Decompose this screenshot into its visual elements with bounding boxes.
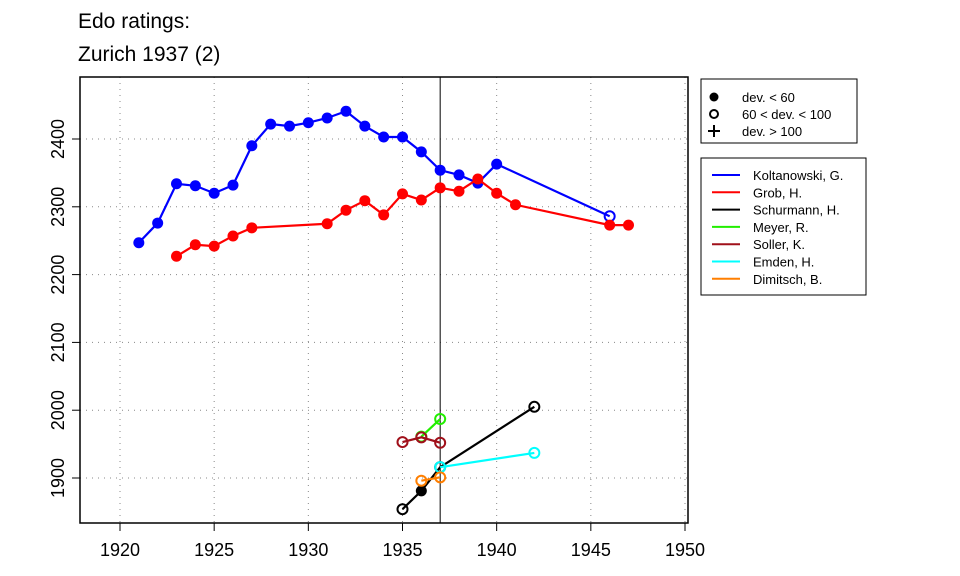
data-point: [208, 187, 220, 199]
data-point: [378, 209, 390, 221]
data-point: [227, 179, 239, 191]
data-point: [415, 485, 427, 497]
y-tick-label: 2400: [48, 119, 68, 159]
data-point: [396, 436, 409, 449]
legend-label: Koltanowski, G.: [753, 168, 843, 183]
data-point: [415, 194, 427, 206]
series-layer: [133, 105, 634, 516]
data-point: [397, 131, 408, 143]
data-point: [321, 218, 333, 230]
series-dimitsch-b-: [415, 471, 447, 487]
data-point: [434, 413, 447, 426]
data-point: [359, 120, 371, 132]
data-point: [472, 173, 484, 185]
plus-icon: [708, 125, 720, 137]
series-line: [138, 109, 611, 244]
x-tick-label: 1935: [382, 540, 422, 560]
data-point: [171, 178, 182, 190]
chart-title-line-1: Edo ratings:: [78, 10, 190, 33]
marker-legend-label: 60 < dev. < 100: [742, 107, 831, 122]
data-point: [528, 446, 541, 459]
y-tick-label: 2000: [48, 390, 68, 430]
series-line: [421, 476, 441, 482]
marker-legend-box: [700, 78, 858, 144]
legend-label: Dimitsch, B.: [753, 272, 822, 287]
data-point: [302, 117, 314, 129]
series-soller-k-: [396, 431, 447, 449]
data-point: [528, 400, 541, 413]
data-point: [340, 204, 352, 216]
series-legend: Koltanowski, G. Grob, H. Schurmann, H. Meye…: [700, 157, 867, 296]
data-point: [133, 237, 145, 249]
y-tick-label: 2300: [48, 187, 68, 227]
axes: 1920 1925 1930 1935 1940 1945 1950 1900 2000 2100…: [48, 77, 705, 560]
legend-label: Grob, H.: [753, 185, 802, 200]
marker-legend: dev. < 60 60 < dev. < 100 dev. > 100: [700, 78, 858, 144]
data-point: [510, 199, 521, 211]
data-point: [265, 118, 277, 130]
x-tick-label: 1940: [477, 540, 517, 560]
x-tick-label: 1930: [288, 540, 328, 560]
marker-legend-label: dev. < 60: [742, 90, 795, 105]
filled-circle-icon: [709, 92, 719, 102]
data-point: [397, 188, 408, 200]
plot-frame: [79, 76, 689, 524]
data-point: [378, 131, 390, 143]
legend-label: Meyer, R.: [753, 220, 809, 235]
legend-label: Emden, H.: [753, 255, 814, 270]
data-point: [246, 140, 258, 152]
data-point: [227, 230, 239, 242]
data-point: [453, 169, 465, 181]
data-point: [434, 164, 446, 176]
series-schurmann-h-: [396, 400, 541, 516]
legend-label: Schurmann, H.: [753, 203, 840, 218]
chart-title-line-2: Zurich 1937 (2): [78, 43, 220, 66]
y-tick-label: 2200: [48, 255, 68, 295]
data-point: [396, 503, 409, 516]
data-point: [434, 182, 446, 194]
data-point: [171, 250, 182, 262]
series-line: [402, 436, 441, 444]
data-point: [321, 112, 333, 124]
data-point: [415, 146, 427, 158]
data-point: [359, 195, 371, 207]
data-point: [491, 187, 503, 199]
data-point: [491, 158, 503, 170]
open-circle-icon: [709, 109, 719, 119]
data-point: [453, 185, 465, 197]
data-point: [340, 105, 352, 117]
data-point: [152, 217, 164, 229]
data-point: [604, 219, 616, 231]
data-point: [189, 180, 201, 192]
legend-label: Soller, K.: [753, 237, 805, 252]
series-line: [440, 451, 535, 469]
grid: [80, 77, 688, 523]
data-point: [246, 222, 258, 234]
data-point: [208, 240, 220, 252]
x-tick-label: 1950: [665, 540, 705, 560]
marker-legend-label: dev. > 100: [742, 124, 802, 139]
x-tick-label: 1920: [100, 540, 140, 560]
data-point: [623, 219, 634, 231]
x-tick-label: 1945: [571, 540, 611, 560]
data-point: [415, 474, 428, 487]
y-tick-label: 1900: [48, 458, 68, 498]
x-tick-label: 1925: [194, 540, 234, 560]
data-point: [284, 120, 295, 132]
series-grob-h-: [171, 173, 634, 262]
data-point: [434, 436, 447, 449]
data-point: [189, 239, 201, 251]
data-point: [434, 471, 447, 484]
series-koltanowski-g-: [133, 105, 616, 249]
data-point: [415, 431, 428, 444]
y-tick-label: 2100: [48, 322, 68, 362]
